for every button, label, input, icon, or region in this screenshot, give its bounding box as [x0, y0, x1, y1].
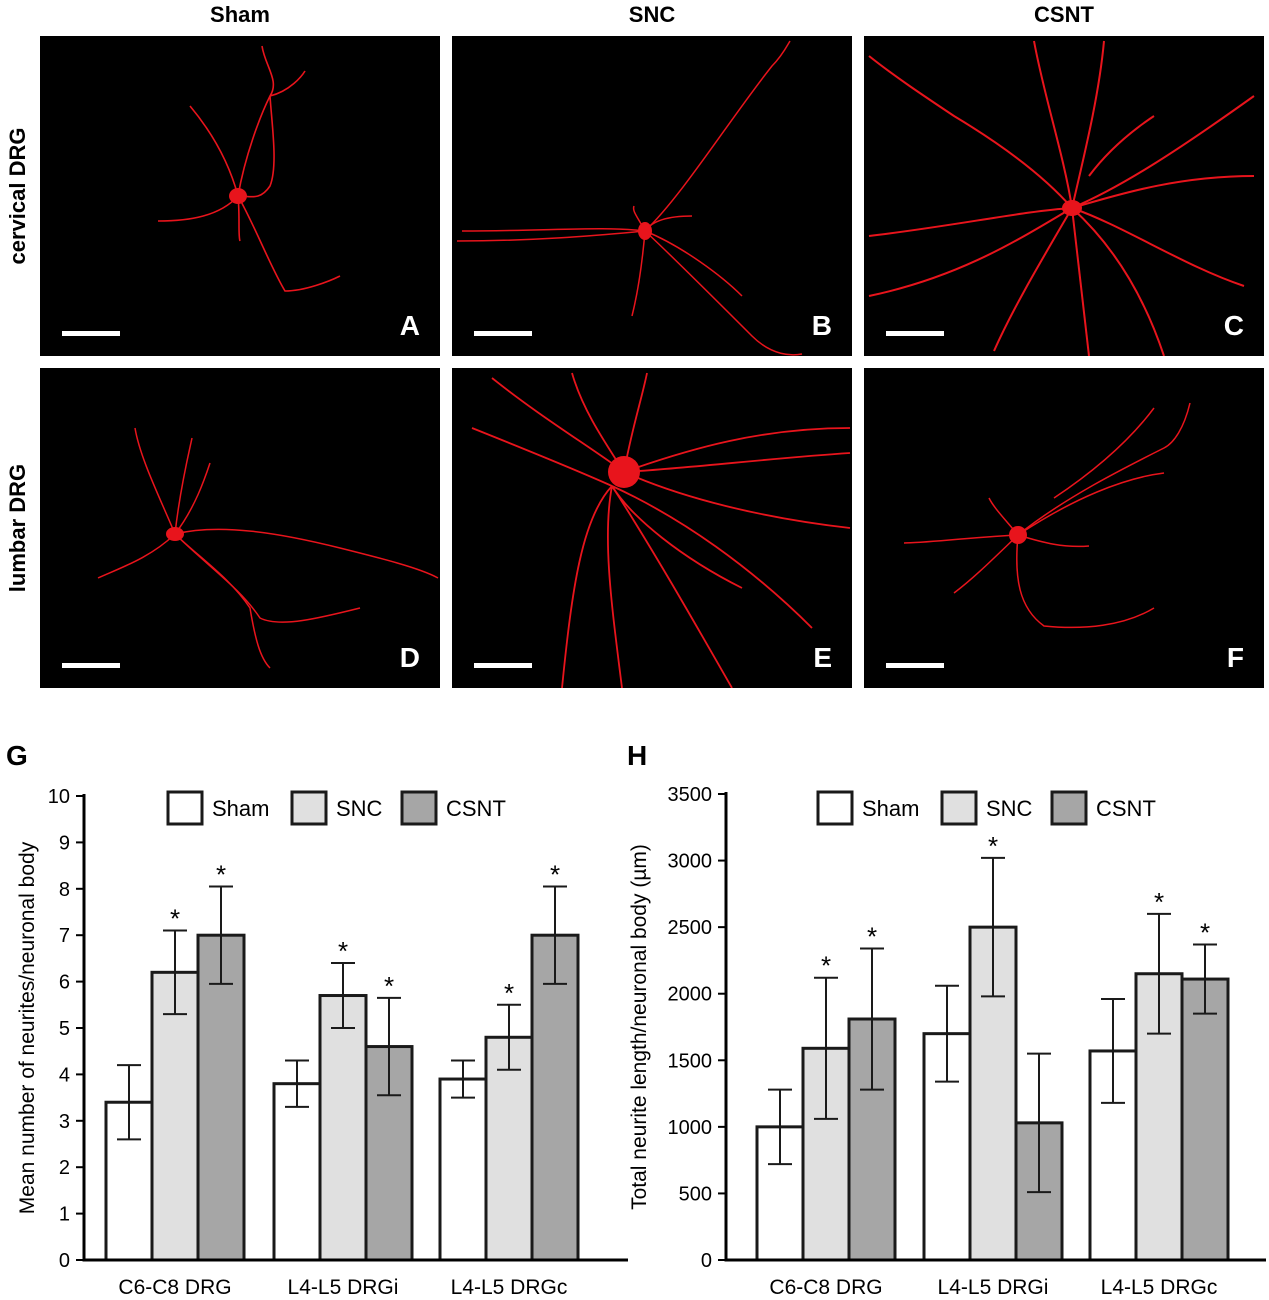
y-tick-label: 500	[679, 1183, 712, 1205]
bar	[196, 933, 246, 1262]
neuron-image-e	[471, 372, 851, 688]
y-tick-label: 3000	[668, 851, 713, 873]
y-tick-label: 5	[59, 1018, 70, 1040]
significance-marker: *	[1200, 917, 1210, 947]
bar	[150, 970, 200, 1262]
panel-label-b: B	[811, 310, 832, 341]
scale-bar	[474, 663, 532, 668]
scale-bar	[886, 663, 944, 668]
legend-swatch	[940, 790, 978, 826]
y-tick-label: 4	[59, 1064, 70, 1086]
micrograph-panel-a: A	[40, 36, 440, 356]
legend-label: Sham	[862, 796, 919, 821]
neuron-image-d	[97, 427, 439, 669]
scale-bar	[886, 331, 944, 336]
y-axis-label: Total neurite length/neuronal body (µm)	[628, 844, 651, 1210]
chart-neurite-length: 0 500 1000 1500 2000 2500 3000 3500 * * * * * C6-C8 D…	[628, 784, 1266, 1299]
bar	[484, 1035, 534, 1262]
y-tick-label: 3500	[668, 784, 713, 806]
column-header-sham: Sham	[210, 2, 270, 27]
micrograph-panel-f: F	[864, 368, 1264, 688]
micrograph-panel-d: D	[40, 368, 440, 688]
panel-label-c: C	[1223, 310, 1244, 341]
x-tick-label: L4-L5 DRGc	[451, 1276, 568, 1299]
y-tick-label: 10	[48, 786, 70, 808]
legend-label: Sham	[212, 796, 269, 821]
chart-label-g: G	[6, 740, 28, 771]
significance-marker: *	[338, 936, 348, 966]
legend-swatch	[166, 790, 204, 826]
legend-swatch	[290, 790, 328, 826]
neuron-image-b	[456, 40, 803, 356]
neuron-image-f	[903, 402, 1191, 629]
micrograph-panel-e: E	[452, 368, 852, 688]
y-tick-label: 2	[59, 1157, 70, 1179]
significance-marker: *	[1154, 887, 1164, 917]
bar	[1180, 977, 1230, 1262]
y-tick-label: 0	[59, 1250, 70, 1272]
micrograph-panel-b: B	[452, 36, 852, 356]
significance-marker: *	[504, 978, 514, 1008]
significance-marker: *	[988, 831, 998, 861]
x-tick-label: C6-C8 DRG	[769, 1276, 882, 1299]
significance-marker: *	[550, 859, 560, 889]
bar	[318, 994, 368, 1262]
row-header-lumbar: lumbar DRG	[5, 463, 30, 593]
y-tick-label: 2000	[668, 984, 713, 1006]
panel-label-e: E	[813, 642, 832, 673]
legend-swatch	[400, 790, 438, 826]
bar	[438, 1077, 488, 1262]
y-tick-label: 1	[59, 1204, 70, 1226]
significance-marker: *	[170, 904, 180, 934]
column-header-snc: SNC	[628, 2, 676, 27]
y-tick-label: 6	[59, 972, 70, 994]
legend-swatch	[1050, 790, 1088, 826]
significance-marker: *	[384, 971, 394, 1001]
neuron-image-c	[868, 40, 1255, 356]
panel-label-d: D	[399, 642, 420, 673]
significance-marker: *	[821, 951, 831, 981]
scale-bar	[474, 331, 532, 336]
panel-label-f: F	[1226, 642, 1244, 673]
panel-label-a: A	[399, 310, 420, 341]
y-tick-label: 2500	[668, 917, 713, 939]
micrograph-panel-c: C	[864, 36, 1264, 356]
y-tick-label: 3	[59, 1111, 70, 1133]
legend-label: SNC	[986, 796, 1033, 821]
column-header-csnt: CSNT	[1034, 2, 1094, 27]
y-tick-label: 0	[701, 1250, 712, 1272]
bar	[272, 1082, 322, 1262]
legend-swatch	[816, 790, 854, 826]
legend-label: CSNT	[446, 796, 506, 821]
significance-marker: *	[216, 859, 226, 889]
x-tick-label: C6-C8 DRG	[118, 1276, 231, 1299]
y-tick-label: 7	[59, 925, 70, 947]
x-tick-label: L4-L5 DRGc	[1101, 1276, 1218, 1299]
y-tick-label: 1500	[668, 1050, 713, 1072]
x-tick-label: L4-L5 DRGi	[938, 1276, 1049, 1299]
scale-bar	[62, 331, 120, 336]
scale-bar	[62, 663, 120, 668]
significance-marker: *	[867, 921, 877, 951]
y-tick-label: 1000	[668, 1117, 713, 1139]
y-axis-label: Mean number of neurites/neuronal body	[16, 841, 39, 1214]
row-header-cervical: cervical DRG	[5, 127, 30, 265]
x-tick-label: L4-L5 DRGi	[288, 1276, 399, 1299]
chart-neurite-count: 0 1 2 3 4 5 6 7 8 9 10 * * * * * * C6-C8 DRG L4-L5 DRGi L4-…	[16, 786, 628, 1299]
neuron-image-a	[157, 45, 341, 292]
legend-label: SNC	[336, 796, 383, 821]
y-tick-label: 9	[59, 832, 70, 854]
y-tick-label: 8	[59, 879, 70, 901]
chart-label-h: H	[627, 740, 648, 771]
legend-label: CSNT	[1096, 796, 1156, 821]
